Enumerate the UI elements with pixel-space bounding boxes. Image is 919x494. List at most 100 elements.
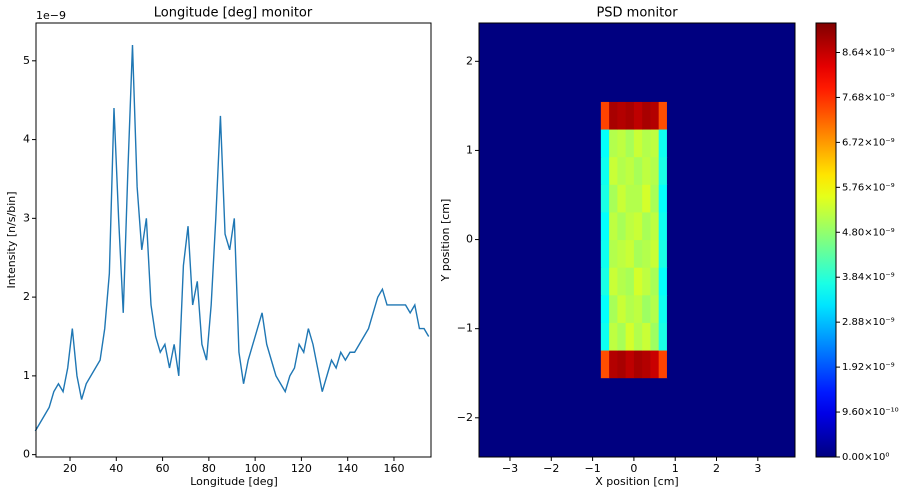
heatmap-cell [658,101,668,130]
heatmap-cell [642,267,651,296]
heatmap-cell [658,184,668,213]
heatmap-cell [600,350,610,379]
heatmap-cell [625,211,635,241]
heatmap-cell [650,267,660,296]
heatmap-cell [650,322,660,351]
heatmap-cell [666,377,796,458]
heatmap-cell [625,101,635,130]
heatmap-cell [633,101,643,130]
heatmap-cell [600,211,610,241]
y-tick-label: 5 [23,54,30,67]
heatmap-cell [658,267,668,296]
y-tick-label: 3 [23,211,30,224]
heatmap-cell [617,23,627,102]
y-tick-label: −2 [457,411,473,424]
colorbar-tick-label: 4.80×10⁻⁹ [842,227,895,238]
x-tick-label: 3 [754,462,761,475]
colorbar-tick-label: 0.00×10⁰ [842,452,889,463]
x-tick-label: 140 [337,462,358,475]
heatmap-cell [633,184,643,213]
chart-title: PSD monitor [596,6,678,21]
colorbar-tick-label: 2.88×10⁻⁹ [842,317,895,328]
heatmap-cell [666,322,796,351]
plot-frame [478,22,796,458]
heatmap-cell [666,23,796,102]
heatmap-cell [666,211,796,241]
heatmap-cell [642,377,651,458]
heatmap-cell [479,294,602,323]
heatmap-cell [617,350,627,379]
y-tick-label: 4 [23,133,30,146]
heatmap-cell [650,294,660,323]
x-tick-label: 160 [383,462,404,475]
y-tick-label: 2 [466,54,473,67]
heatmap-cell [642,350,651,379]
heatmap-cell [479,350,602,379]
heatmap-cell [600,129,610,158]
x-tick-label: 40 [109,462,123,475]
x-tick-label: −2 [543,462,559,475]
heatmap-cell [650,184,660,213]
heatmap-cell [633,156,643,185]
colorbar-tick-label: 8.64×10⁻⁹ [842,47,895,58]
y-tick-label: −1 [457,322,473,335]
heatmap-cell [479,101,602,130]
colorbar-tick-label: 1.92×10⁻⁹ [842,362,895,373]
heatmap-cell [633,350,643,379]
y-axis-label: Intensity [n/s/bin] [5,191,18,288]
x-tick-label: 2 [713,462,720,475]
heatmap-cell [600,239,610,268]
chart-title: Longitude [deg] monitor [154,6,313,21]
heatmap-cell [666,267,796,296]
heatmap-cell [600,156,610,185]
x-tick-label: 0 [630,462,637,475]
y-tick-label: 0 [466,233,473,246]
heatmap-cell [658,239,668,268]
heatmap-cell [600,267,610,296]
heatmap-cell [642,184,651,213]
heatmap-cell [617,156,627,185]
heatmap-cell [650,239,660,268]
heatmap-cell [625,23,635,102]
heatmap-cell [479,156,602,185]
heatmap-cell [658,156,668,185]
heatmap-cell [666,184,796,213]
heatmap-cell [625,156,635,185]
heatmap-cell [658,377,668,458]
heatmap-cell [600,322,610,351]
heatmap-cell [642,239,651,268]
heatmap-cell [650,101,660,130]
heatmap-cell [479,377,602,458]
heatmap-cell [617,184,627,213]
x-tick-label: 120 [291,462,312,475]
heatmap-cell [633,377,643,458]
heatmap-cell [609,377,618,458]
heatmap-cell [633,129,643,158]
heatmap-cell [658,129,668,158]
heatmap-cell [658,350,668,379]
heatmap-cell [617,294,627,323]
x-axis-label: X position [cm] [595,475,678,488]
x-axis-label: Longitude [deg] [190,475,278,488]
heatmap-cell [609,184,618,213]
heatmap-cell [600,294,610,323]
heatmap-cell [642,129,651,158]
heatmap-cell [617,377,627,458]
heatmap-cell [609,350,618,379]
heatmap-cell [479,322,602,351]
heatmap-cell [609,23,618,102]
heatmap-cell [479,239,602,268]
x-tick-label: −1 [584,462,600,475]
x-tick-label: −3 [502,462,518,475]
y-tick-label: 1 [466,143,473,156]
heatmap-cell [642,211,651,241]
colorbar-tick-label: 6.72×10⁻⁹ [842,137,895,148]
heatmap-cell [633,294,643,323]
heatmap-cell [625,350,635,379]
plot-frame [35,22,432,458]
heatmap-cell [479,129,602,158]
x-tick-label: 60 [156,462,170,475]
heatmap-cell [666,129,796,158]
heatmap-cell [633,239,643,268]
